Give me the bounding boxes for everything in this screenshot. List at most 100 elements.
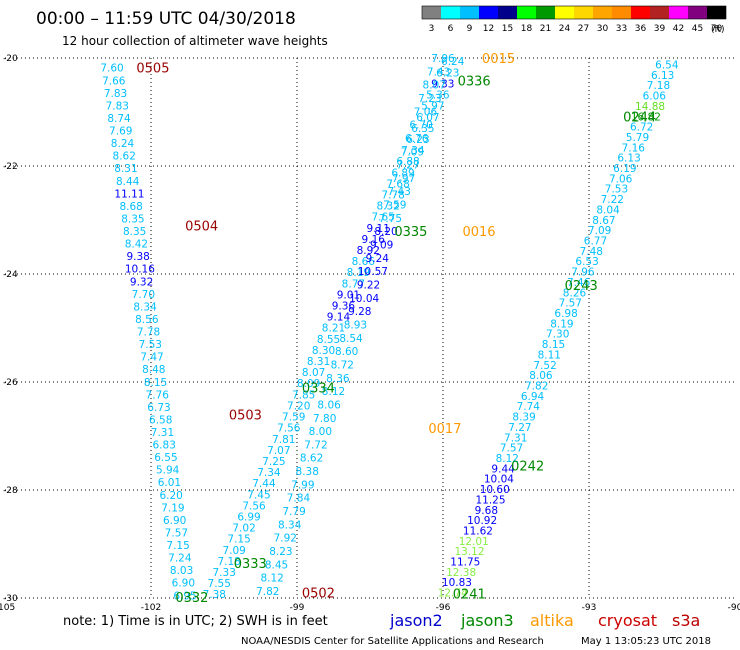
wave-height-value: 9.38	[126, 251, 149, 263]
wave-height-value: 8.44	[116, 176, 140, 188]
wave-height-value: 8.55	[317, 334, 340, 346]
wave-height-value: 6.06	[643, 91, 667, 103]
wave-height-value: 10.57	[358, 266, 388, 278]
wave-height-value: 8.45	[265, 559, 288, 571]
wave-height-value: 7.70	[132, 289, 155, 301]
wave-height-value: 7.53	[139, 339, 162, 351]
wave-height-value: 8.66	[352, 256, 376, 268]
wave-height-value: 7.34	[257, 467, 281, 479]
wave-height-value: 7.48	[580, 246, 603, 258]
wave-height-value: 7.53	[605, 184, 628, 196]
legend-swatch	[498, 6, 517, 19]
legend-label: 30	[597, 24, 609, 34]
x-tick-label: -93	[582, 603, 597, 613]
wave-height-value: 6.54	[655, 59, 679, 71]
wave-height-value: 8.07	[302, 367, 325, 379]
wave-height-value: 7.92	[274, 533, 297, 545]
legend-label: 33	[616, 24, 627, 34]
legend-swatch	[574, 6, 593, 19]
wave-height-value: 9.09	[370, 240, 393, 252]
wave-height-value: 11.11	[114, 188, 144, 200]
legend-label: 42	[673, 24, 684, 34]
legend-label: 39	[654, 24, 666, 34]
wave-height-value: 6.76	[405, 133, 429, 145]
wave-height-value: 10.92	[467, 515, 497, 527]
wave-height-value: 7.80	[313, 413, 336, 425]
legend-label: 24	[559, 24, 571, 34]
legend-border	[421, 5, 727, 20]
wave-height-value: 7.76	[146, 389, 170, 401]
wave-height-value: 9.28	[348, 306, 371, 318]
wave-height-value: 9.33	[431, 78, 454, 90]
wave-height-value: 7.99	[291, 479, 314, 491]
wave-height-value: 6.90	[172, 578, 195, 590]
wave-height-value: 8.31	[114, 163, 137, 175]
wave-height-value: 9.16	[362, 234, 386, 246]
wave-height-value: 7.78	[137, 327, 160, 339]
generated-timestamp: May 1 13:05:23 UTC 2018	[581, 636, 711, 647]
grid	[5, 57, 735, 599]
wave-height-value: 8.34	[278, 519, 302, 531]
wave-height-value: 8.56	[135, 314, 159, 326]
wave-height-value: 8.03	[170, 565, 193, 577]
wave-height-value: 6.90	[163, 515, 186, 527]
wave-height-value: 7.31	[504, 432, 527, 444]
wave-height-value: 6.99	[237, 511, 260, 523]
wave-height-value: 6.19	[613, 163, 636, 175]
wave-height-value: 8.30	[312, 345, 335, 357]
wave-height-value: 7.78	[381, 189, 404, 201]
satellite-legend: jason2 jason3 altika cryosat s3a	[389, 611, 700, 630]
wave-height-value: 7.65	[371, 212, 394, 224]
wave-height-value: 9.22	[357, 280, 380, 292]
wave-height-value: 7.55	[208, 578, 231, 590]
wave-height-value: 7.43	[388, 186, 411, 198]
wave-height-value: 8.06	[529, 370, 553, 382]
time-label: 0333	[234, 557, 267, 572]
wave-height-value: 8.68	[119, 201, 142, 213]
wave-height-value: 8.62	[300, 453, 323, 465]
legend-unit: (ft)	[711, 25, 725, 35]
wave-height-value: 8.09	[297, 378, 320, 390]
wave-height-value: 7.16	[622, 142, 646, 154]
track: 6.546.137.186.0614.8816.826.725.797.166.…	[438, 59, 679, 599]
wave-height-value: 7.85	[292, 389, 315, 401]
wave-height-value: 8.60	[335, 346, 358, 358]
wave-height-value: 8.00	[309, 426, 332, 438]
x-tick-label: -102	[141, 603, 161, 613]
track: 7.967.438.077.237.066.706.767.097.277.97…	[256, 53, 455, 598]
legend-swatch	[669, 6, 688, 19]
legend-label: 12	[483, 24, 494, 34]
wave-height-value: 7.25	[262, 456, 285, 468]
legend-swatch	[612, 6, 631, 19]
wave-height-value: 8.92	[357, 245, 380, 257]
wave-height-value: 6.73	[147, 402, 170, 414]
time-label: 0336	[458, 75, 491, 90]
wave-height-value: 11.75	[450, 557, 480, 569]
wave-height-value: 7.97	[392, 173, 415, 185]
wave-height-value: 7.38	[203, 589, 226, 601]
wave-height-value: 8.31	[307, 356, 330, 368]
wave-height-value: 7.22	[601, 194, 624, 206]
y-tick-label: -28	[3, 486, 18, 496]
wave-height-value: 7.09	[222, 545, 245, 557]
wave-height-value: 7.07	[267, 445, 290, 457]
wave-height-value: 5.94	[156, 465, 180, 477]
time-label: 0017	[428, 422, 461, 437]
wave-height-value: 8.19	[347, 267, 370, 279]
wave-height-value: 6.95	[173, 590, 196, 602]
wave-height-value: 8.74	[107, 113, 131, 125]
wave-height-value: 7.57	[500, 443, 523, 455]
wave-height-value: 8.21	[322, 323, 345, 335]
wave-height-value: 6.89	[391, 167, 414, 179]
wave-height-value: 14.88	[635, 101, 665, 113]
wave-height-value: 8.62	[113, 151, 136, 163]
wave-height-value: 9.11	[367, 223, 390, 235]
wave-height-value: 7.96	[571, 267, 595, 279]
wave-height-value: 7.27	[396, 160, 419, 172]
wave-height-value: 7.06	[414, 106, 438, 118]
track: 6.246.239.335.365.976.076.356.237.346.88…	[203, 56, 465, 601]
legend-label: 3	[429, 24, 435, 34]
wave-height-value: 8.67	[592, 215, 615, 227]
wave-height-value: 8.24	[111, 138, 135, 150]
color-scale-legend: 3 6 9 12 15 18 21 24 27 30 33 36 39 42 45 70	[421, 5, 727, 34]
